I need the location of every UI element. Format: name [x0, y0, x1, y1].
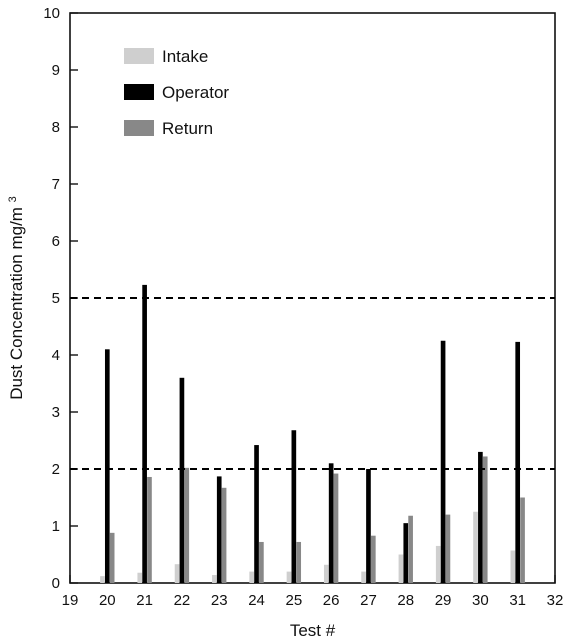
- bar-operator-23: [217, 476, 222, 583]
- y-tick-label: 2: [52, 461, 60, 478]
- x-tick-label: 21: [136, 592, 153, 609]
- bar-intake-22: [175, 564, 180, 583]
- bar-intake-28: [399, 555, 404, 584]
- y-tick-label: 3: [52, 404, 60, 421]
- x-tick-label: 29: [435, 592, 452, 609]
- bar-return-26: [334, 474, 339, 583]
- x-tick-label: 26: [323, 592, 340, 609]
- y-tick-label: 5: [52, 290, 60, 307]
- bar-operator-24: [254, 445, 259, 583]
- bar-operator-31: [515, 342, 520, 583]
- x-tick-label: 20: [99, 592, 116, 609]
- x-tick-label: 22: [174, 592, 191, 609]
- bar-operator-20: [105, 349, 110, 583]
- bar-operator-25: [292, 430, 297, 583]
- y-axis-title-main: Dust Concentration mg/m: [7, 207, 26, 400]
- bar-return-21: [147, 477, 152, 583]
- bar-return-25: [296, 542, 301, 583]
- y-tick-label: 0: [52, 575, 60, 592]
- legend-swatch-return: [124, 120, 154, 136]
- bars-layer: [100, 285, 525, 583]
- bar-return-28: [408, 516, 413, 583]
- x-tick-label: 24: [248, 592, 265, 609]
- bar-intake-20: [100, 576, 105, 583]
- bar-operator-22: [180, 378, 185, 583]
- legend-label-intake: Intake: [162, 47, 208, 66]
- bar-return-29: [446, 515, 451, 583]
- y-tick-label: 7: [52, 176, 60, 193]
- bar-return-22: [184, 468, 189, 583]
- bar-operator-26: [329, 463, 334, 583]
- y-tick-label: 1: [52, 518, 60, 535]
- legend-label-operator: Operator: [162, 83, 229, 102]
- bar-intake-21: [137, 573, 142, 583]
- bar-return-20: [110, 533, 115, 583]
- x-tick-label: 30: [472, 592, 489, 609]
- bar-return-27: [371, 536, 376, 583]
- bar-return-24: [259, 542, 264, 583]
- bar-intake-31: [511, 551, 516, 583]
- y-tick-label: 4: [52, 347, 60, 364]
- bar-intake-29: [436, 546, 441, 583]
- bar-intake-27: [361, 572, 366, 583]
- x-axis-title: Test #: [290, 621, 336, 640]
- bar-operator-29: [441, 341, 446, 583]
- x-tick-label: 28: [397, 592, 414, 609]
- bar-return-23: [222, 488, 227, 583]
- y-tick-label: 9: [52, 62, 60, 79]
- y-axis-title-superscript: 3: [7, 196, 19, 202]
- bar-operator-27: [366, 469, 371, 583]
- x-tick-label: 32: [547, 592, 564, 609]
- bar-operator-30: [478, 452, 483, 583]
- legend-swatch-operator: [124, 84, 154, 100]
- y-axis-title: Dust Concentration mg/m 3: [7, 196, 26, 400]
- bar-intake-26: [324, 565, 329, 583]
- y-tick-label: 8: [52, 119, 60, 136]
- legend-label-return: Return: [162, 119, 213, 138]
- x-tick-label: 25: [286, 592, 303, 609]
- bar-operator-21: [142, 285, 147, 583]
- x-tick-label: 31: [509, 592, 526, 609]
- x-tick-label: 19: [62, 592, 79, 609]
- x-tick-label: 27: [360, 592, 377, 609]
- y-tick-label: 10: [43, 5, 60, 22]
- legend: Intake Operator Return: [124, 47, 229, 138]
- bar-intake-25: [287, 572, 292, 583]
- x-tick-label: 23: [211, 592, 228, 609]
- y-tick-label: 6: [52, 233, 60, 250]
- bar-intake-24: [249, 572, 254, 583]
- bar-return-31: [520, 498, 525, 584]
- legend-swatch-intake: [124, 48, 154, 64]
- bar-return-30: [483, 456, 488, 583]
- bar-intake-30: [473, 512, 478, 583]
- bar-intake-23: [212, 575, 217, 583]
- bar-operator-28: [403, 523, 408, 583]
